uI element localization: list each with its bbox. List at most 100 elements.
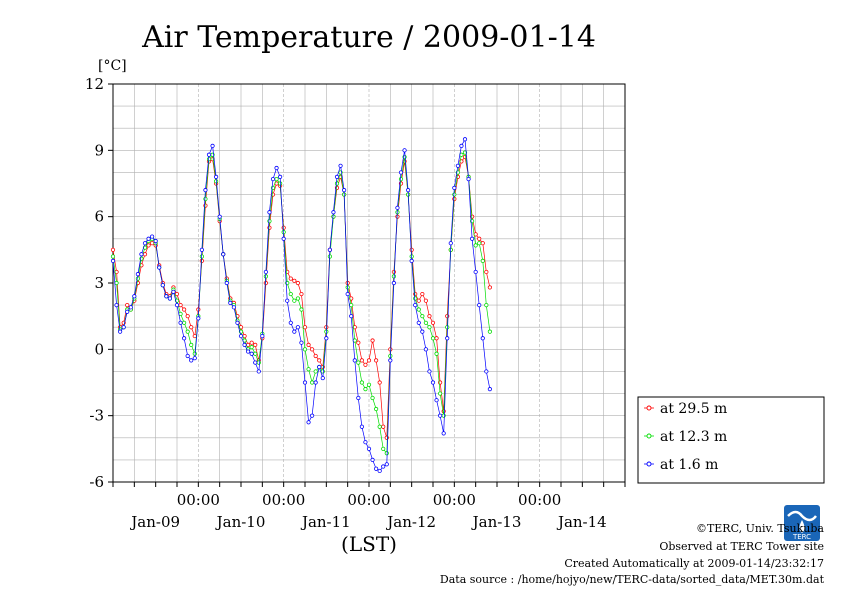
data-point: [199, 247, 204, 252]
data-point: [267, 218, 272, 224]
data-point: [231, 305, 236, 310]
data-point: [174, 303, 180, 308]
x-day-label: Jan-14: [556, 513, 607, 531]
y-tick-label: 9: [94, 141, 104, 159]
data-point: [288, 276, 293, 281]
data-point: [263, 269, 268, 275]
data-point: [292, 278, 297, 283]
data-point: [445, 325, 450, 330]
data-point: [441, 413, 446, 418]
data-point: [366, 358, 372, 363]
data-point: [374, 466, 379, 471]
data-point: [338, 163, 343, 168]
data-point: [377, 468, 382, 474]
x-time-tick-label: 00:00: [177, 491, 220, 509]
data-point: [142, 241, 148, 246]
data-point: [480, 336, 485, 341]
data-point: [370, 457, 375, 462]
data-point: [420, 291, 425, 297]
y-tick-label: 0: [94, 340, 104, 358]
data-point: [477, 303, 482, 308]
data-point: [462, 137, 468, 142]
data-point: [363, 387, 368, 392]
data-point: [128, 305, 133, 310]
x-axis-label: (LST): [341, 532, 397, 556]
data-point: [217, 214, 222, 219]
data-point: [110, 254, 116, 259]
data-point: [253, 351, 258, 356]
data-point: [445, 336, 450, 341]
data-point: [139, 252, 144, 257]
data-point: [487, 329, 492, 334]
data-point: [306, 367, 311, 372]
data-point: [302, 347, 308, 352]
data-point: [317, 358, 322, 363]
data-point: [299, 291, 304, 297]
data-point: [249, 351, 254, 356]
x-time-tick-label: 00:00: [347, 491, 390, 509]
legend: at 29.5 m at 12.3 m at 1.6 m: [637, 396, 825, 484]
data-point: [185, 329, 190, 334]
data-point: [349, 314, 354, 319]
data-point: [142, 252, 148, 257]
data-point: [274, 176, 279, 182]
data-point: [278, 174, 283, 179]
legend-marker: [646, 405, 652, 411]
data-point: [292, 329, 297, 334]
data-point: [359, 358, 364, 363]
data-point: [110, 258, 116, 263]
data-point: [320, 369, 325, 374]
data-point: [398, 170, 404, 175]
data-point: [352, 358, 357, 363]
data-point: [253, 360, 258, 365]
data-point: [132, 294, 137, 299]
x-day-label: Jan-13: [471, 513, 522, 531]
data-point: [377, 424, 382, 429]
data-point: [452, 185, 457, 191]
data-point: [423, 347, 428, 352]
data-point: [302, 325, 308, 330]
data-point: [146, 243, 151, 248]
data-point: [189, 358, 194, 363]
data-point: [420, 314, 425, 319]
legend-label: at 12.3 m: [660, 429, 727, 445]
data-point: [306, 420, 311, 425]
data-point: [430, 320, 436, 325]
data-point: [253, 342, 258, 348]
chart-title: Air Temperature / 2009-01-14: [141, 20, 596, 55]
data-point: [274, 165, 279, 171]
footer-source: Data source : /home/hojyo/new/TERC-data/…: [440, 573, 825, 586]
data-point: [249, 345, 254, 350]
data-point: [114, 303, 119, 308]
data-point: [295, 325, 300, 330]
data-point: [374, 358, 379, 363]
data-point: [192, 356, 197, 361]
data-point: [406, 188, 411, 193]
data-point: [384, 451, 389, 456]
data-point: [310, 380, 315, 385]
data-point: [352, 325, 357, 330]
data-point: [430, 336, 436, 341]
data-point: [434, 398, 439, 403]
data-point: [246, 349, 251, 354]
data-point: [224, 280, 229, 286]
data-point: [288, 320, 293, 325]
data-point: [477, 236, 482, 241]
footer-copyright: ©TERC, Univ. Tsukuba: [696, 522, 824, 535]
data-point: [210, 143, 215, 149]
data-point: [331, 210, 336, 215]
data-point: [288, 291, 293, 297]
data-point: [448, 241, 453, 246]
data-point: [185, 314, 190, 319]
data-point: [146, 236, 151, 241]
series-2: [110, 137, 492, 474]
data-point: [125, 303, 130, 308]
data-point: [370, 395, 375, 401]
data-point: [473, 269, 478, 275]
data-point: [125, 309, 130, 314]
data-point: [221, 252, 226, 257]
y-axis-ticks: 12 9 6 3 0 -3 -6: [85, 75, 113, 491]
data-point: [228, 300, 233, 305]
data-point: [359, 380, 364, 385]
data-point: [182, 307, 187, 312]
